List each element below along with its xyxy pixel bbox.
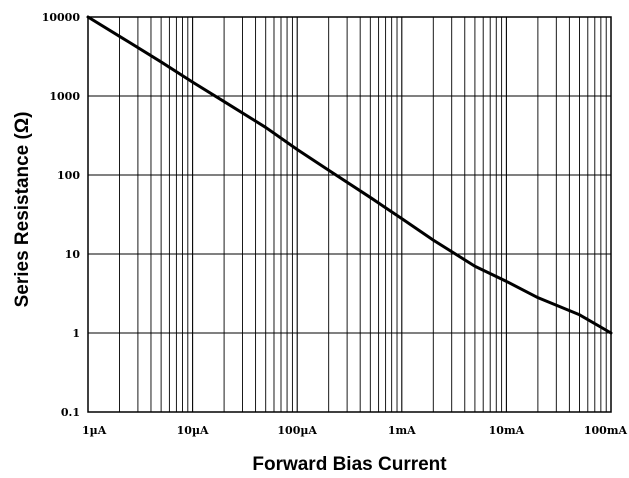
x-axis-title: Forward Bias Current [252,454,447,475]
x-tick-label: 10mA [489,424,525,437]
x-tick-label: 10µA [177,424,209,437]
grid [88,17,611,412]
series-layer [86,15,613,335]
y-tick-label: 10000 [42,11,81,24]
y-tick-labels: 0.1 1 10 100 1000 10000 [42,11,81,419]
y-tick-label: 1000 [49,90,80,103]
y-tick-label: 10 [65,248,81,261]
y-tick-label: 100 [57,169,80,182]
x-tick-label: 100µA [277,424,317,437]
x-tick-label: 100mA [584,424,628,437]
x-tick-label: 1µA [82,424,107,437]
x-tick-label: 1mA [388,424,416,437]
series-line-0 [86,15,613,335]
y-tick-label: 1 [72,327,80,340]
x-tick-labels: 1µA 10µA 100µA 1mA 10mA 100mA [82,424,627,437]
plot-area-frame [87,16,612,413]
y-axis-title: Series Resistance (Ω) [12,112,33,308]
y-tick-label: 0.1 [61,406,80,419]
